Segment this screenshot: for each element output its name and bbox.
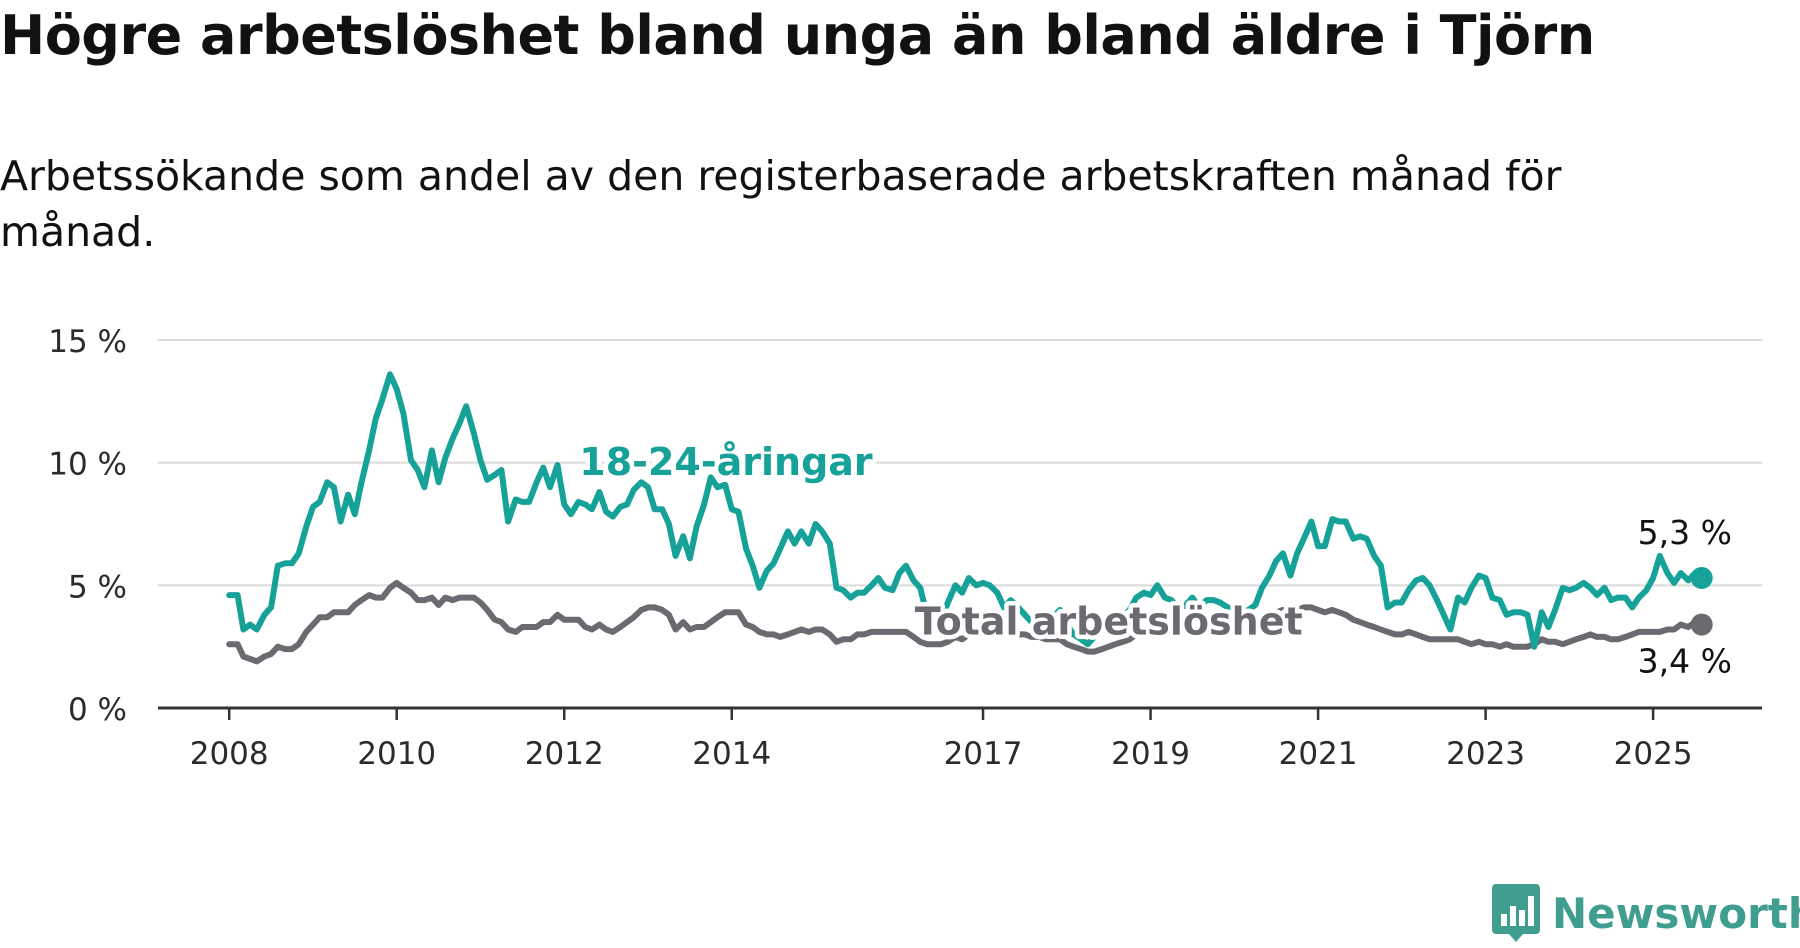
x-tick-label: 2017 [944,736,1023,772]
x-tick-label: 2014 [692,736,771,772]
series-lines [226,371,1713,665]
x-tick-label: 2023 [1446,736,1525,772]
y-tick-label: 0 % [68,692,127,728]
brand-name: Newsworthy [1552,888,1800,938]
series-name-label: Total arbetslöshet [915,599,1303,643]
series-end-point [1690,566,1713,589]
x-tick-label: 2025 [1614,736,1693,772]
x-axis: 2008 2010 2012 2014 2017 2019 2021 2023 2025 [158,706,1762,772]
y-tick-label: 15 % [48,324,127,360]
series-end-point [1690,613,1713,636]
end-value-label: 3,4 % [1638,642,1732,681]
series-labels: 18-24-åringar Total arbetslöshet 5,3 % 3,4 … [575,435,1735,683]
bar-chart-icon [1492,884,1540,942]
series-line-0 [226,371,1705,650]
chart-subtitle: Arbetssökande som andel av den registerb… [0,152,1562,256]
grid-lines [158,339,1762,587]
y-tick-label: 5 % [68,569,127,605]
series-name-label: 18-24-åringar [579,440,873,484]
x-tick-label: 2021 [1279,736,1358,772]
x-tick-label: 2010 [357,736,436,772]
x-tick-label: 2019 [1111,736,1190,772]
x-tick-label: 2008 [190,736,269,772]
end-value-label: 5,3 % [1638,513,1732,552]
y-tick-label: 10 % [48,447,127,483]
x-tick-label: 2012 [525,736,604,772]
y-axis-tick-labels: 0 % 5 % 10 % 15 % [48,324,127,728]
brand-logo: Newsworthy [1492,884,1800,942]
chart-title: Högre arbetslöshet bland unga än bland ä… [0,4,1595,67]
series-line-1 [226,579,1705,665]
